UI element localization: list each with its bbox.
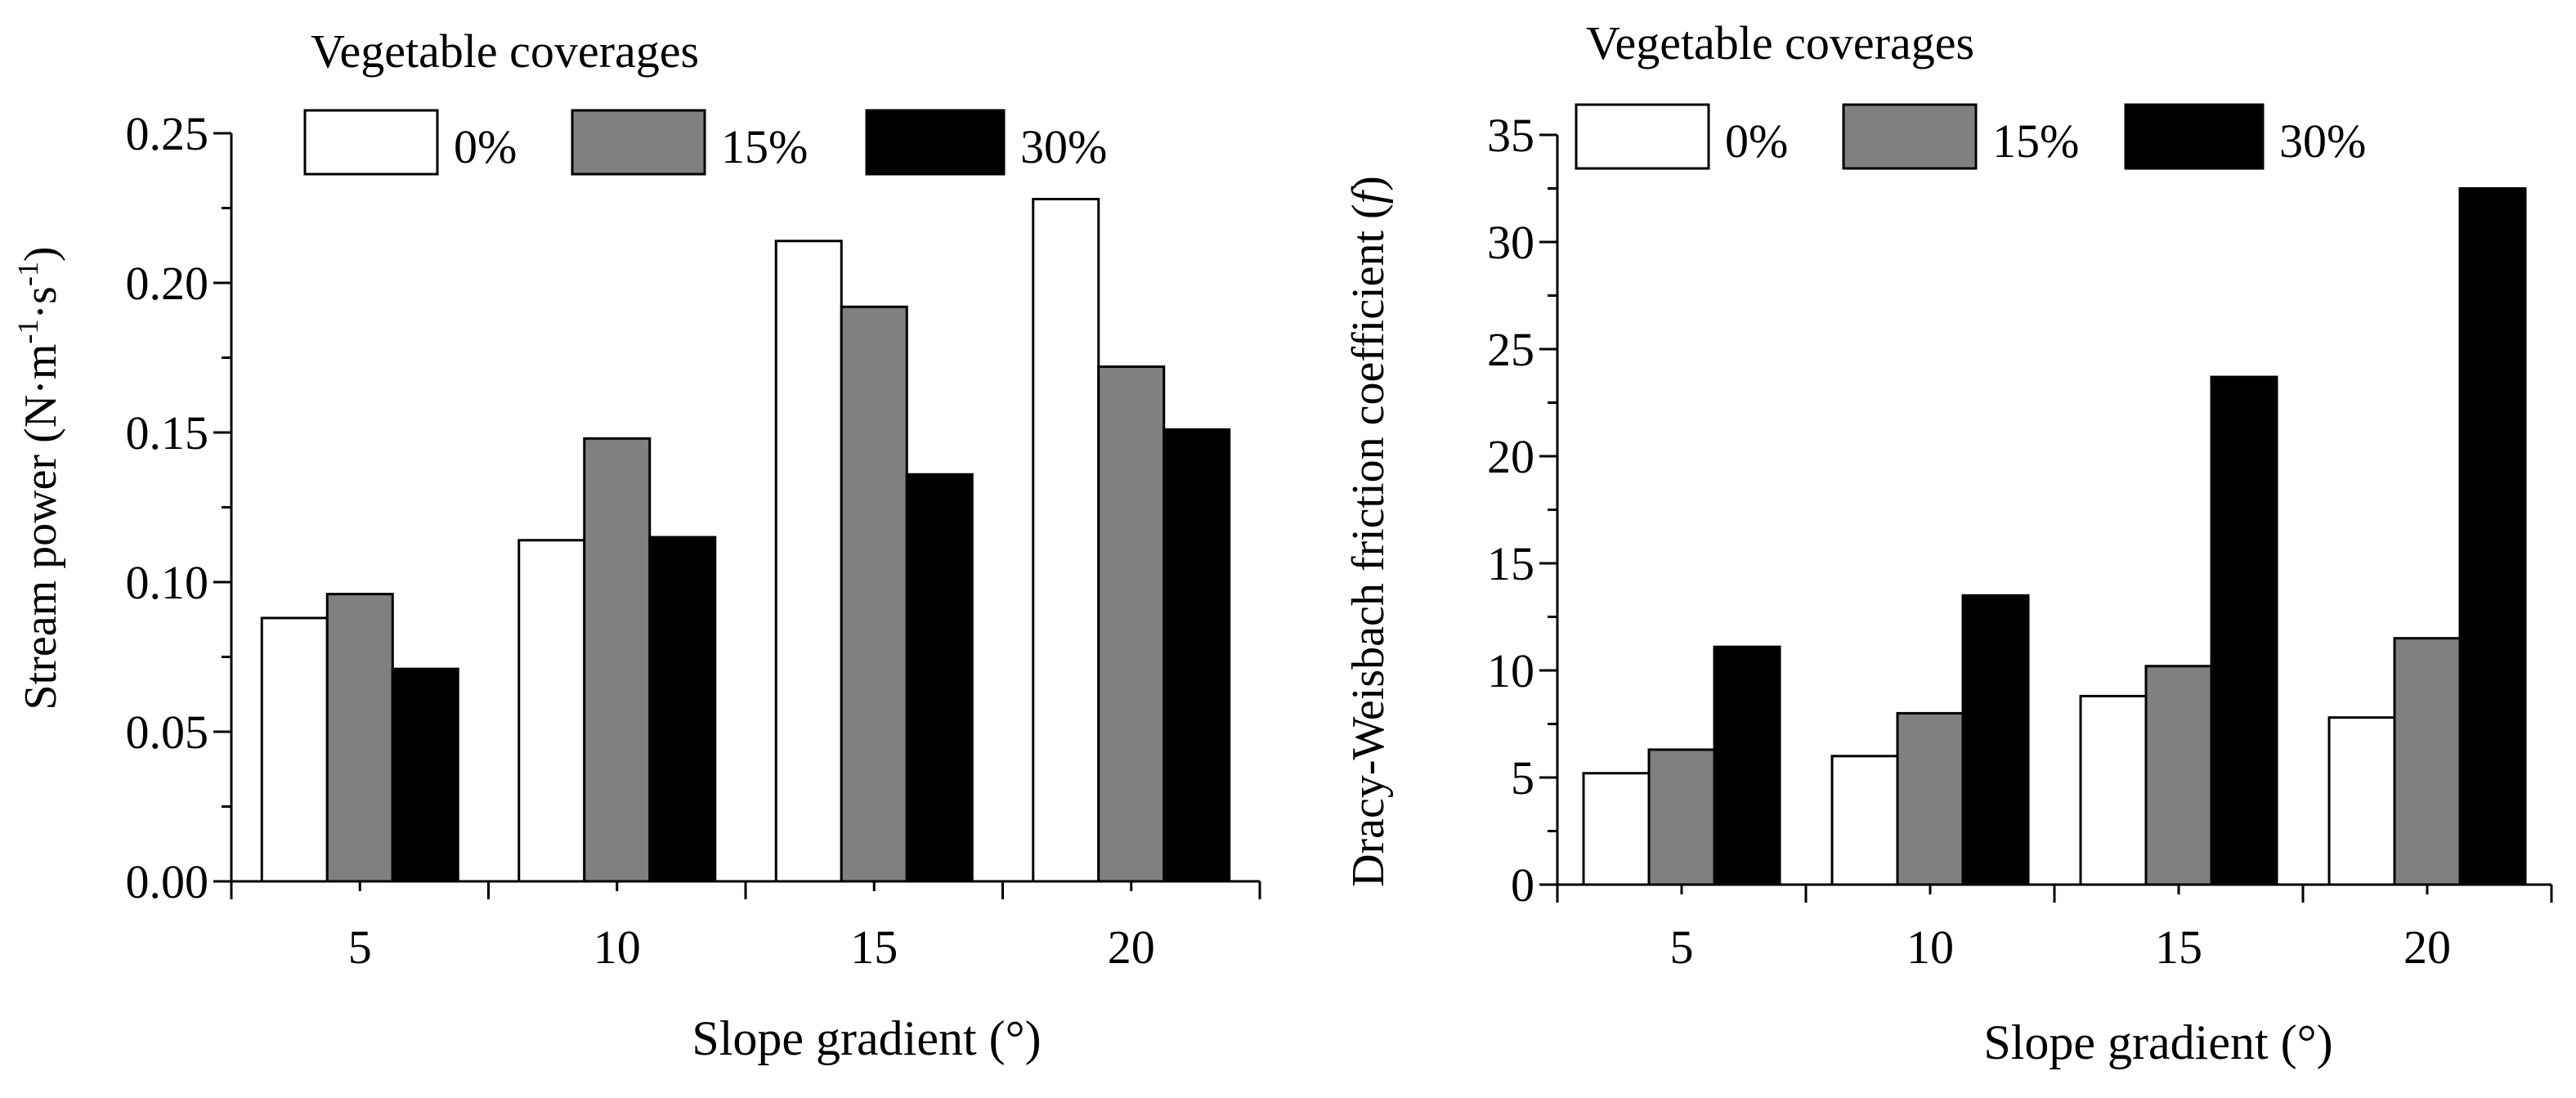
- x-tick-label: 20: [2404, 921, 2451, 974]
- y-tick-label: 15: [1487, 537, 1534, 590]
- y-tick-label: 0.00: [126, 855, 209, 908]
- bar-15pct: [1097, 365, 1166, 883]
- bar-0pct: [1582, 772, 1651, 886]
- stream-power-chart: Stream power (N·m-1·s-1) Slope gradient …: [11, 25, 1261, 1065]
- legend-label: 15%: [721, 120, 808, 173]
- x-tick-label: 15: [2155, 921, 2202, 974]
- bar-0pct: [2079, 694, 2148, 886]
- bar-0pct: [1830, 755, 1899, 886]
- y-tick-label: 10: [1487, 644, 1534, 697]
- y-axis-label: Stream power (N·m-1·s-1): [11, 247, 66, 710]
- x-tick-label: 5: [1670, 921, 1694, 974]
- y-axis-label-superscript: -1: [11, 262, 44, 286]
- legend-swatch: [303, 109, 439, 176]
- friction-coefficient-chart: Dracy-Weisbach friction coefficient (f) …: [1343, 16, 2553, 1069]
- legend-label: 30%: [1020, 120, 1107, 173]
- bar-15pct: [1896, 711, 1964, 886]
- y-axis-label-part: ): [1343, 176, 1394, 191]
- legend-label: 15%: [1992, 114, 2079, 168]
- legend-title: Vegetable coverages: [1586, 16, 1974, 69]
- bar-30pct: [1163, 428, 1231, 883]
- y-tick-label: 25: [1487, 323, 1534, 376]
- bar-30pct: [1713, 645, 1781, 886]
- y-tick-label: 0: [1511, 858, 1534, 912]
- y-tick-label: 5: [1511, 751, 1534, 804]
- y-axis-label-superscript: -1: [11, 320, 44, 344]
- legend-swatch: [1575, 103, 1710, 170]
- y-axis-label-part: Stream power (N·m: [16, 344, 66, 710]
- bar-0pct: [260, 616, 329, 883]
- y-axis-label: Dracy-Weisbach friction coefficient (f): [1343, 176, 1394, 887]
- legend-swatch: [571, 109, 706, 176]
- y-axis-label-part: ): [16, 247, 66, 262]
- legend-label: 0%: [1725, 114, 1788, 168]
- x-tick-label: 5: [348, 921, 372, 974]
- y-tick-label: 0.20: [126, 257, 209, 310]
- y-tick-label: 30: [1487, 216, 1534, 269]
- y-axis-label-part: Dracy-Weisbach friction coefficient (: [1343, 204, 1394, 887]
- y-tick-label: 0.10: [126, 556, 209, 609]
- legend-swatch: [865, 109, 1006, 176]
- bar-30pct: [1961, 594, 2030, 886]
- bar-15pct: [583, 437, 652, 883]
- y-tick-label: 0.05: [126, 706, 209, 759]
- bar-30pct: [905, 473, 974, 883]
- y-tick-label: 0.15: [126, 406, 209, 459]
- legend-swatch: [2124, 103, 2265, 170]
- bar-30pct: [391, 667, 459, 883]
- bar-15pct: [1647, 748, 1716, 886]
- bar-0pct: [1032, 198, 1100, 883]
- legend-label: 0%: [454, 120, 517, 173]
- x-tick-label: 15: [850, 921, 898, 974]
- bar-15pct: [325, 593, 394, 883]
- x-tick-label: 20: [1108, 921, 1155, 974]
- legend-title: Vegetable coverages: [311, 25, 699, 78]
- bar-30pct: [648, 536, 717, 883]
- y-tick-label: 0.25: [126, 107, 209, 160]
- y-tick-label: 20: [1487, 430, 1534, 483]
- bar-15pct: [840, 305, 908, 883]
- x-tick-label: 10: [594, 921, 641, 974]
- y-axis-label-part: ·s: [16, 286, 66, 319]
- bar-0pct: [774, 240, 843, 883]
- bar-0pct: [2327, 716, 2396, 886]
- y-tick-label: 35: [1487, 109, 1534, 162]
- bar-15pct: [2393, 637, 2462, 886]
- x-axis-label: Slope gradient (°): [692, 1011, 1041, 1065]
- bar-15pct: [2144, 665, 2213, 886]
- legend-label: 30%: [2279, 114, 2366, 168]
- bar-30pct: [2210, 375, 2278, 886]
- x-axis-label: Slope gradient (°): [1983, 1015, 2332, 1069]
- bar-0pct: [517, 539, 586, 883]
- x-tick-label: 10: [1906, 921, 1954, 974]
- bar-30pct: [2458, 187, 2527, 886]
- legend-swatch: [1842, 103, 1978, 170]
